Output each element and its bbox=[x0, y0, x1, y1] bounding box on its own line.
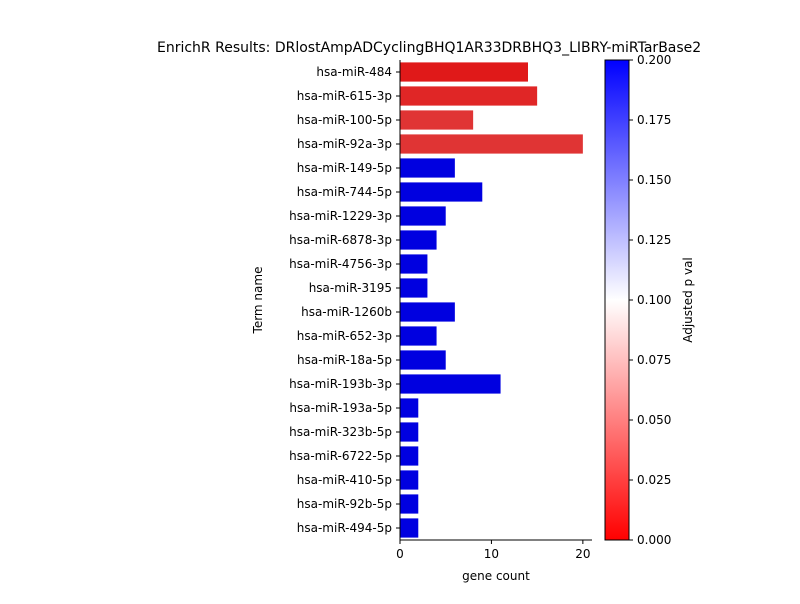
bar bbox=[400, 182, 483, 202]
bar bbox=[400, 398, 419, 418]
chart-title: EnrichR Results: DRlostAmpADCyclingBHQ1A… bbox=[157, 40, 701, 56]
bar bbox=[400, 254, 428, 274]
bar bbox=[400, 134, 583, 154]
colorbar-tick-label: 0.175 bbox=[637, 113, 671, 127]
y-tick-label: hsa-miR-652-3p bbox=[297, 329, 392, 343]
x-tick-label: 0 bbox=[396, 547, 404, 561]
y-tick-label: hsa-miR-193b-3p bbox=[289, 377, 392, 391]
y-tick-label: hsa-miR-1260b bbox=[301, 305, 392, 319]
y-tick-label: hsa-miR-6722-5p bbox=[289, 449, 392, 463]
colorbar-tick-label: 0.100 bbox=[637, 293, 671, 307]
colorbar bbox=[604, 59, 630, 541]
y-axis-label: Term name bbox=[251, 267, 265, 335]
colorbar-tick-label: 0.050 bbox=[637, 413, 671, 427]
colorbar-tick-label: 0.125 bbox=[637, 233, 671, 247]
colorbar-tick-label: 0.075 bbox=[637, 353, 671, 367]
colorbar-ticks: 0.000 0.025 0.050 0.075 0.100 0.125 0.150 0.175… bbox=[629, 53, 671, 547]
bar bbox=[400, 86, 538, 106]
bar bbox=[400, 62, 528, 82]
y-tick-label: hsa-miR-6878-3p bbox=[289, 233, 392, 247]
x-ticks: 0 10 20 bbox=[396, 540, 590, 561]
y-tick-label: hsa-miR-494-5p bbox=[297, 521, 392, 535]
bar bbox=[400, 350, 446, 370]
y-tick-label: hsa-miR-100-5p bbox=[297, 113, 392, 127]
bar bbox=[400, 326, 437, 346]
bar bbox=[400, 422, 419, 442]
y-tick-label: hsa-miR-149-5p bbox=[297, 161, 392, 175]
bar bbox=[400, 374, 501, 394]
y-tick-label: hsa-miR-615-3p bbox=[297, 89, 392, 103]
y-tick-label: hsa-miR-92b-5p bbox=[297, 497, 392, 511]
bar bbox=[400, 302, 455, 322]
y-tick-label: hsa-miR-484 bbox=[316, 65, 392, 79]
colorbar-tick-label: 0.000 bbox=[637, 533, 671, 547]
y-tick-label: hsa-miR-410-5p bbox=[297, 473, 392, 487]
y-tick-label: hsa-miR-4756-3p bbox=[289, 257, 392, 271]
bar bbox=[400, 470, 419, 490]
colorbar-tick-label: 0.200 bbox=[637, 53, 671, 67]
y-tick-label: hsa-miR-193a-5p bbox=[289, 401, 392, 415]
x-tick-label: 20 bbox=[575, 547, 590, 561]
bar bbox=[400, 446, 419, 466]
bar bbox=[400, 518, 419, 538]
bars-group bbox=[400, 62, 583, 538]
x-axis-label: gene count bbox=[462, 569, 530, 583]
y-tick-label: hsa-miR-92a-3p bbox=[297, 137, 392, 151]
colorbar-label: Adjusted p val bbox=[681, 257, 695, 343]
bar bbox=[400, 278, 428, 298]
colorbar-tick-label: 0.150 bbox=[637, 173, 671, 187]
x-tick-label: 10 bbox=[484, 547, 499, 561]
y-tick-labels: hsa-miR-484 hsa-miR-615-3p hsa-miR-100-5p h… bbox=[289, 65, 400, 535]
bar bbox=[400, 206, 446, 226]
bar bbox=[400, 230, 437, 250]
bar bbox=[400, 110, 474, 130]
y-tick-label: hsa-miR-1229-3p bbox=[289, 209, 392, 223]
colorbar-tick-label: 0.025 bbox=[637, 473, 671, 487]
bar bbox=[400, 494, 419, 514]
y-tick-label: hsa-miR-744-5p bbox=[297, 185, 392, 199]
bar bbox=[400, 158, 455, 178]
y-tick-label: hsa-miR-323b-5p bbox=[289, 425, 392, 439]
y-tick-label: hsa-miR-3195 bbox=[309, 281, 392, 295]
y-tick-label: hsa-miR-18a-5p bbox=[297, 353, 392, 367]
